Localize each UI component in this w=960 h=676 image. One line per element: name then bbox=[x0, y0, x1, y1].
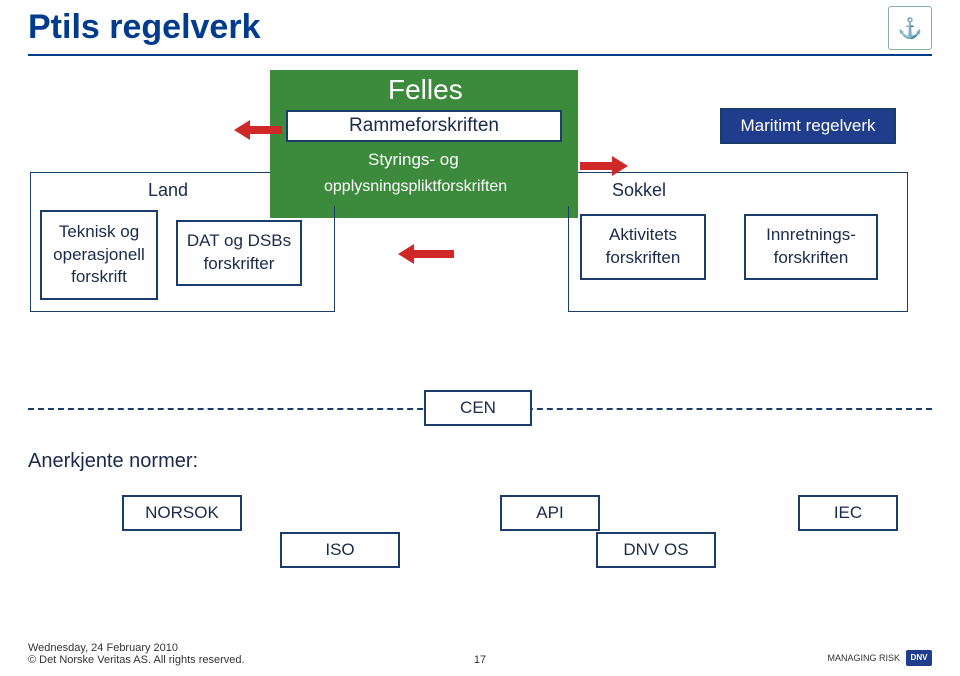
sokkel-label: Sokkel bbox=[612, 180, 666, 201]
aktivitets-line1: Aktivitets bbox=[609, 224, 677, 247]
norsok-box: NORSOK bbox=[122, 495, 242, 531]
innretnings-line1: Innretnings- bbox=[766, 224, 856, 247]
rammeforskriften-label: Rammeforskriften bbox=[349, 113, 499, 139]
footer: Wednesday, 24 February 2010 © Det Norske… bbox=[28, 642, 245, 666]
styrings-label: Styrings- og bbox=[368, 150, 459, 170]
teknisk-line3: forskrift bbox=[71, 266, 127, 289]
aktivitets-line2: forskriften bbox=[606, 247, 681, 270]
aktivitets-box: Aktivitets forskriften bbox=[580, 214, 706, 280]
slide: Ptils regelverk ⚓ Maritimt regelverk Fel… bbox=[0, 0, 960, 676]
cen-label: CEN bbox=[460, 397, 496, 420]
footer-date: Wednesday, 24 February 2010 bbox=[28, 642, 245, 654]
land-label: Land bbox=[148, 180, 188, 201]
dat-dsbs-box: DAT og DSBs forskrifter bbox=[176, 220, 302, 286]
iec-label: IEC bbox=[834, 502, 862, 525]
title-underline bbox=[28, 54, 932, 56]
anerkjente-label: Anerkjente normer: bbox=[28, 450, 198, 473]
dnvos-label: DNV OS bbox=[623, 539, 688, 562]
api-label: API bbox=[536, 502, 563, 525]
dnv-crest-icon: ⚓ bbox=[888, 6, 932, 50]
dat-line2: forskrifter bbox=[204, 253, 275, 276]
dat-line1: DAT og DSBs bbox=[187, 230, 291, 253]
maritimt-label: Maritimt regelverk bbox=[740, 116, 875, 136]
maritimt-box: Maritimt regelverk bbox=[720, 108, 896, 144]
felles-heading: Felles bbox=[388, 74, 463, 106]
innretnings-line2: forskriften bbox=[774, 247, 849, 270]
teknisk-line1: Teknisk og bbox=[59, 221, 139, 244]
brand-text: MANAGING RISK bbox=[827, 653, 900, 663]
innretnings-box: Innretnings- forskriften bbox=[744, 214, 878, 280]
teknisk-box: Teknisk og operasjonell forskrift bbox=[40, 210, 158, 300]
iso-box: ISO bbox=[280, 532, 400, 568]
page-title: Ptils regelverk bbox=[28, 8, 260, 47]
footer-copyright: © Det Norske Veritas AS. All rights rese… bbox=[28, 654, 245, 666]
norsok-label: NORSOK bbox=[145, 502, 219, 525]
teknisk-line2: operasjonell bbox=[53, 244, 145, 267]
brand-block: MANAGING RISK DNV bbox=[827, 650, 932, 666]
cen-box: CEN bbox=[424, 390, 532, 426]
iec-box: IEC bbox=[798, 495, 898, 531]
api-box: API bbox=[500, 495, 600, 531]
dnv-logo-icon: DNV bbox=[906, 650, 932, 666]
dnvos-box: DNV OS bbox=[596, 532, 716, 568]
iso-label: ISO bbox=[325, 539, 354, 562]
opplysnings-label: opplysningspliktforskriften bbox=[324, 178, 507, 196]
rammeforskriften-box: Rammeforskriften bbox=[286, 110, 562, 142]
page-number: 17 bbox=[474, 654, 486, 666]
